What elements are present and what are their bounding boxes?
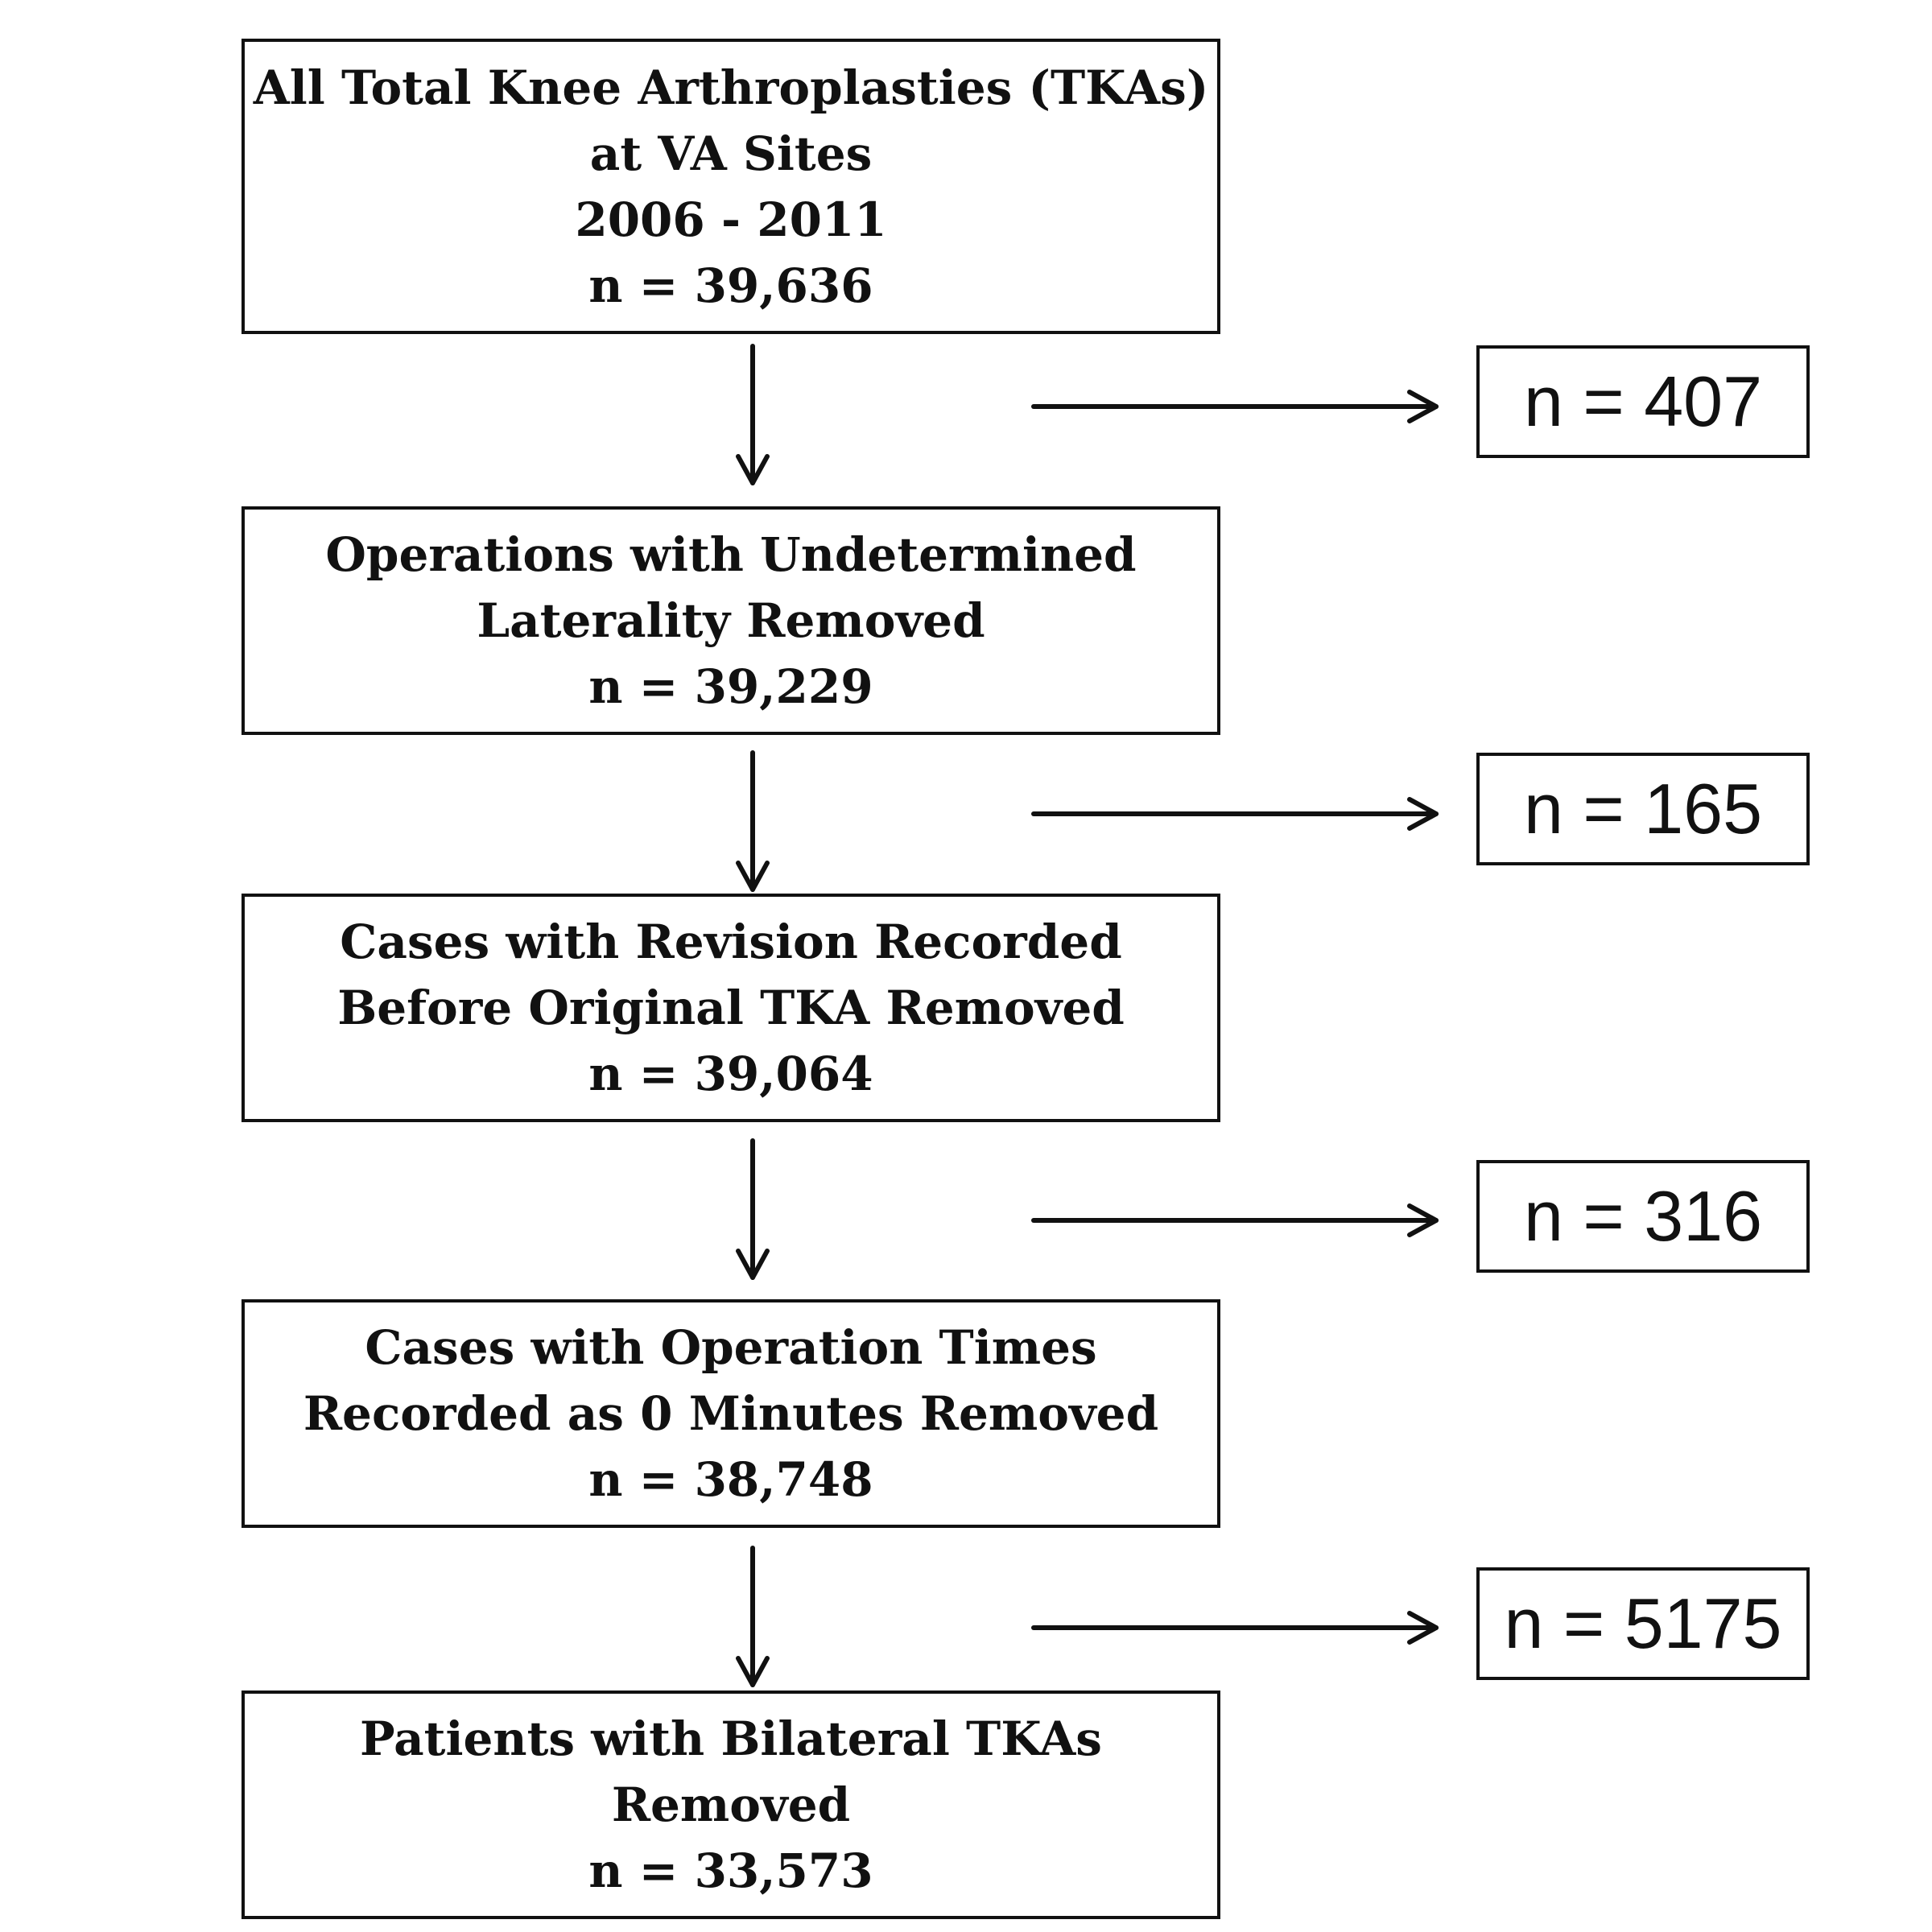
step-4-line-1: Cases with Operation Times [365,1320,1097,1375]
down-arrow-3 [736,1138,770,1280]
exclusion-count-3: n = 316 [1523,1176,1763,1256]
step-1-line-2: at VA Sites [589,126,873,181]
down-arrow-1 [736,344,770,485]
right-arrow-2 [1031,797,1439,831]
step-5-line-2: Removed [611,1777,851,1832]
step-box-all-tkas: All Total Knee Arthroplasties (TKAs) at … [242,39,1220,334]
step-3-line-1: Cases with Revision Recorded [340,914,1122,969]
step-5-line-1: Patients with Bilateral TKAs [360,1711,1102,1766]
step-4-line-2: Recorded as 0 Minutes Removed [303,1386,1159,1441]
down-arrow-2 [736,750,770,892]
step-1-line-3: 2006 - 2011 [575,192,887,247]
exclusion-count-4: n = 5175 [1504,1583,1782,1663]
step-1-count: n = 39,636 [588,258,873,313]
step-2-line-1: Operations with Undetermined [325,527,1137,582]
step-box-bilateral-tkas: Patients with Bilateral TKAs Removed n =… [242,1690,1220,1919]
right-arrow-1 [1031,390,1439,423]
right-arrow-3 [1031,1203,1439,1237]
step-box-zero-minute-times: Cases with Operation Times Recorded as 0… [242,1299,1220,1528]
exclusion-count-1: n = 407 [1523,361,1763,441]
step-box-revision-recorded: Cases with Revision Recorded Before Orig… [242,894,1220,1122]
exclusion-box-3: n = 316 [1476,1160,1810,1273]
step-5-count: n = 33,573 [588,1843,873,1898]
exclusion-box-1: n = 407 [1476,345,1810,458]
right-arrow-4 [1031,1611,1439,1645]
step-3-count: n = 39,064 [588,1046,873,1101]
exclusion-box-2: n = 165 [1476,753,1810,865]
step-2-line-2: Laterality Removed [477,593,985,648]
step-1-line-1: All Total Knee Arthroplasties (TKAs) [253,60,1209,115]
down-arrow-4 [736,1546,770,1687]
exclusion-count-2: n = 165 [1523,769,1763,848]
step-3-line-2: Before Original TKA Removed [337,980,1125,1035]
step-4-count: n = 38,748 [588,1452,873,1507]
exclusion-box-4: n = 5175 [1476,1567,1810,1680]
step-2-count: n = 39,229 [588,659,873,714]
step-box-undetermined-laterality: Operations with Undetermined Laterality … [242,506,1220,735]
